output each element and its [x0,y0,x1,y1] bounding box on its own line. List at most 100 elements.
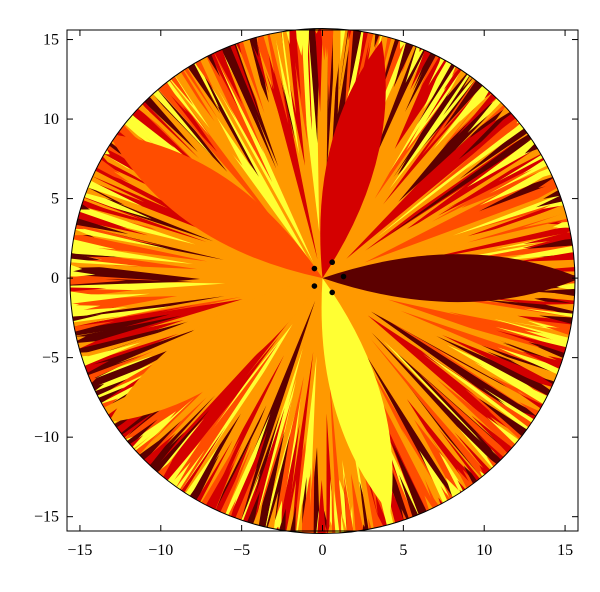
spike [565,207,572,214]
spike [326,521,336,534]
spike [538,315,575,326]
spike [504,368,556,395]
spike [488,159,552,194]
petal [320,40,386,279]
spike [125,111,164,145]
spike [73,204,196,245]
spike [528,319,575,332]
spike [266,491,279,534]
spike [522,157,551,174]
spike [268,28,286,97]
spike [70,287,107,292]
spike [218,445,252,519]
spike [428,53,448,86]
spike [88,168,168,209]
point [329,289,336,296]
spike [459,80,492,118]
spike [138,98,200,159]
spike [467,211,573,243]
spike [483,387,539,426]
spike [70,258,143,267]
spike [70,316,122,328]
petal [108,133,323,279]
spike [340,512,345,534]
spike [495,330,572,355]
spike [498,152,548,182]
point [311,265,318,272]
spike [244,407,285,530]
spike [184,59,221,114]
spike [329,376,345,534]
y-tick-label: −15 [34,509,59,526]
x-tick-label: −10 [148,542,173,559]
spike [437,350,547,418]
spike [146,431,185,474]
spike [288,28,299,78]
spike [200,48,273,183]
spike [253,29,274,90]
spike [239,34,267,107]
spike [328,28,334,110]
spike [405,41,426,84]
spike [417,59,458,125]
spike [128,105,175,148]
spike [545,303,575,313]
spike [467,200,570,237]
spike [331,483,336,534]
spike [254,431,285,532]
spike [473,108,520,150]
spike [276,423,300,534]
spike [90,165,94,171]
spike [182,444,220,501]
spike [212,405,267,518]
spike [213,439,252,518]
spike [537,347,570,361]
spike [383,349,503,482]
spike [70,242,194,265]
y-tick-label: 0 [51,270,59,287]
spike [454,432,494,477]
spike [70,222,163,246]
spike [394,42,428,113]
spike [436,379,522,453]
spike [211,44,243,105]
x-tick-label: −15 [67,542,92,559]
spike [468,382,536,431]
spike [140,93,198,153]
petal [321,278,393,514]
spike [77,342,142,368]
spike [403,224,575,264]
spike [173,67,212,122]
spike [478,94,505,121]
spike [228,39,261,120]
spike [204,49,221,77]
spike [80,185,114,201]
point [311,283,318,289]
spike [181,59,253,169]
spike [451,322,569,365]
spike [295,356,317,534]
spike [206,462,235,515]
spike [492,318,575,340]
spike [351,473,365,534]
spike [150,409,210,477]
spike [70,314,102,323]
spike [154,81,213,150]
y-tick-label: −10 [34,429,59,446]
spike [426,429,472,494]
spike [419,373,512,462]
spike [366,356,459,507]
spike [178,427,226,497]
spike [398,40,418,85]
spike [77,195,141,220]
spike [273,28,290,100]
spike [547,396,553,401]
spike [77,195,207,242]
spike [76,198,138,221]
spike [526,236,575,249]
spike [316,479,327,534]
spike [257,456,280,532]
spike [419,450,456,508]
spike [536,193,568,208]
